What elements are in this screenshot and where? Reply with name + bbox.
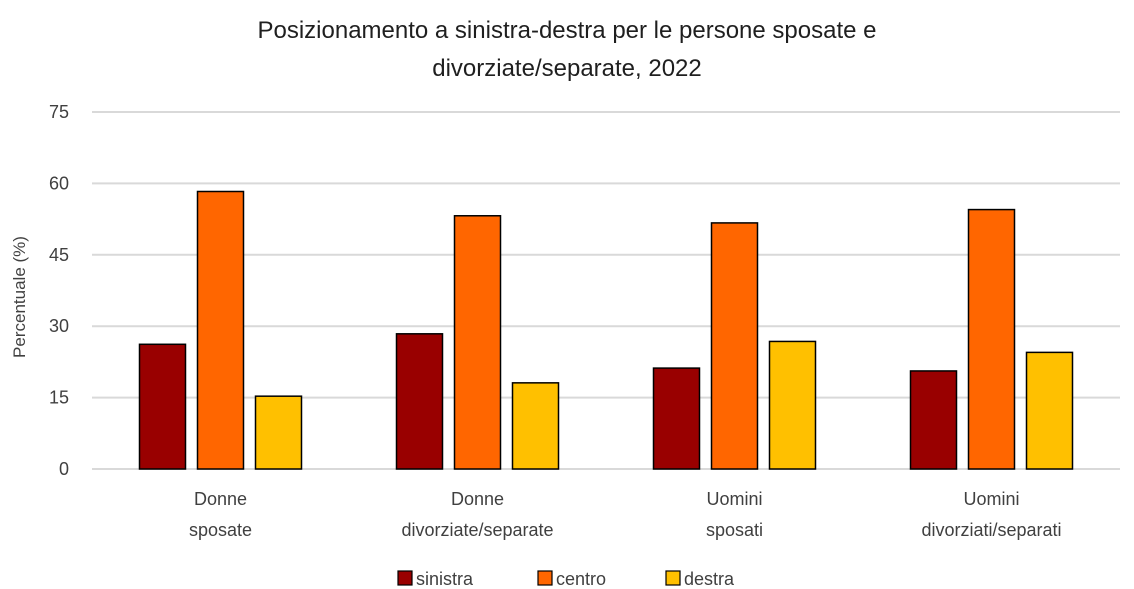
legend-swatch-destra	[665, 570, 681, 586]
y-tick-label: 60	[49, 173, 69, 193]
y-tick-label: 0	[59, 459, 69, 479]
bar-centro	[453, 215, 502, 470]
bar-centro	[967, 208, 1016, 470]
bar-destra	[768, 340, 817, 470]
chart-title: Posizionamento a sinistra-destra per le …	[257, 17, 876, 82]
category-label: Donne	[194, 489, 247, 509]
legend-swatch-centro	[537, 570, 553, 586]
bar-destra	[511, 382, 560, 470]
y-tick-label: 45	[49, 245, 69, 265]
y-tick-label: 75	[49, 102, 69, 122]
y-tick-labels: 0 15 30 45 60 75	[49, 102, 69, 479]
category-label: divorziate/separate	[401, 520, 553, 540]
chart-title-line-2: divorziate/separate, 2022	[432, 55, 702, 82]
legend-swatch-sinistra	[397, 570, 413, 586]
bar-sinistra	[652, 367, 701, 470]
bar-sinistra	[138, 343, 187, 470]
bar-destra	[1025, 351, 1074, 470]
chart-title-line-1: Posizionamento a sinistra-destra per le …	[257, 17, 876, 44]
y-axis-label: Percentuale (%)	[10, 236, 29, 358]
category-label: divorziati/separati	[921, 520, 1061, 540]
legend-label-destra: destra	[684, 569, 735, 589]
legend-label-sinistra: sinistra	[416, 569, 474, 589]
bars	[138, 190, 1074, 470]
bar-sinistra	[909, 370, 958, 470]
category-label: sposate	[189, 520, 252, 540]
category-labels: Donne sposate Donne divorziate/separate Uomi…	[189, 489, 1062, 540]
category-label: Uomini	[963, 489, 1019, 509]
y-tick-label: 15	[49, 388, 69, 408]
category-label: sposati	[706, 520, 763, 540]
legend-label-centro: centro	[556, 569, 606, 589]
bar-centro	[196, 190, 245, 470]
legend: sinistra centro destra	[397, 569, 735, 589]
category-label: Uomini	[706, 489, 762, 509]
bar-centro	[710, 222, 759, 470]
bar-destra	[254, 395, 303, 470]
bar-sinistra	[395, 333, 444, 470]
gridlines	[92, 111, 1120, 470]
category-label: Donne	[451, 489, 504, 509]
y-tick-label: 30	[49, 316, 69, 336]
